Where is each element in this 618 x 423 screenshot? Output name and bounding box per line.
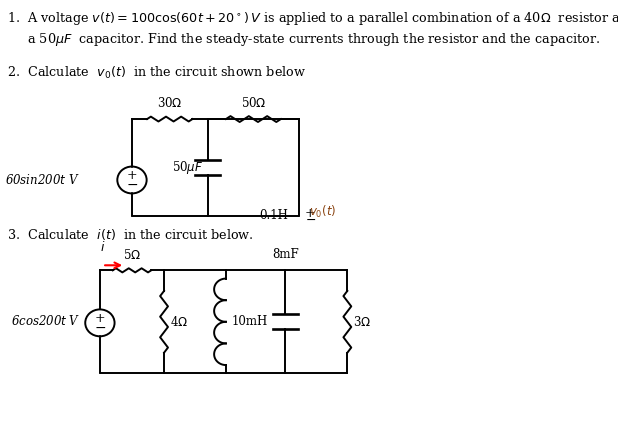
Text: +: +: [305, 207, 315, 220]
Text: $v_0(t)$: $v_0(t)$: [310, 203, 337, 220]
Text: 5$\Omega$: 5$\Omega$: [123, 248, 141, 262]
Text: −: −: [94, 321, 106, 335]
Text: 30$\Omega$: 30$\Omega$: [157, 96, 182, 110]
Text: 50$\mu F$: 50$\mu F$: [172, 159, 203, 176]
Text: 4$\Omega$: 4$\Omega$: [170, 315, 188, 329]
Text: 50$\Omega$: 50$\Omega$: [240, 96, 266, 110]
Text: +: +: [127, 170, 137, 182]
Text: 6cos200$t$ V: 6cos200$t$ V: [11, 314, 81, 328]
Text: 1.  A voltage $v(t) = 100\cos(60t + 20^\circ)\,V$ is applied to a parallel combi: 1. A voltage $v(t) = 100\cos(60t + 20^\c…: [7, 10, 618, 27]
Text: $i$: $i$: [100, 240, 105, 254]
Text: 3.  Calculate  $i(t)$  in the circuit below.: 3. Calculate $i(t)$ in the circuit below…: [7, 227, 253, 242]
Text: −: −: [126, 178, 138, 192]
Text: 10mH: 10mH: [232, 315, 268, 328]
Text: 8mF: 8mF: [272, 248, 299, 261]
Text: 3$\Omega$: 3$\Omega$: [353, 315, 371, 329]
Text: 60sin200$t$ V: 60sin200$t$ V: [5, 173, 79, 187]
Text: $-$: $-$: [305, 214, 316, 226]
Text: 2.  Calculate  $v_0(t)$  in the circuit shown below: 2. Calculate $v_0(t)$ in the circuit sho…: [7, 65, 306, 81]
Text: 0.1H: 0.1H: [259, 209, 288, 222]
Text: +: +: [95, 312, 105, 325]
Text: a 50$\mu F$  capacitor. Find the steady-state currents through the resistor and : a 50$\mu F$ capacitor. Find the steady-s…: [7, 31, 600, 48]
